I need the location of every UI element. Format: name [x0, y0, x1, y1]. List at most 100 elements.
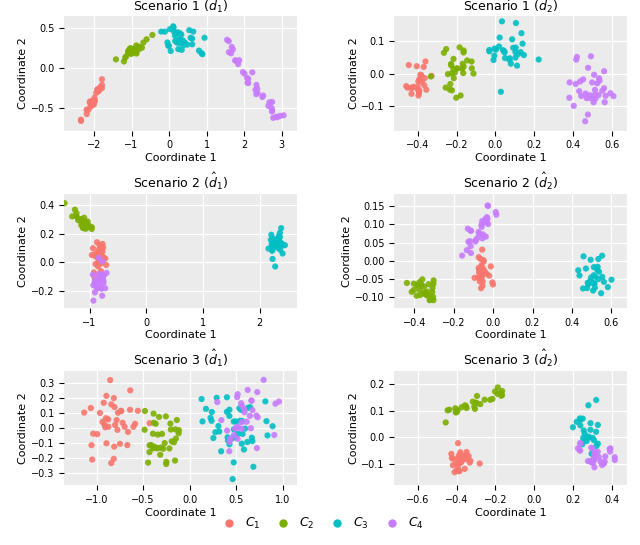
Point	[401, 82, 412, 90]
Point	[86, 97, 96, 106]
Point	[224, 48, 234, 57]
Point	[90, 277, 100, 286]
Point	[120, 422, 130, 431]
Point	[477, 281, 488, 290]
Point	[455, 448, 465, 457]
Point	[489, 51, 499, 60]
Point	[101, 414, 111, 422]
Point	[84, 221, 94, 230]
Point	[510, 53, 520, 62]
Point	[574, 271, 584, 280]
Point	[243, 78, 253, 87]
Point	[475, 277, 485, 286]
Point	[484, 46, 495, 54]
Point	[586, 256, 596, 264]
Point	[460, 451, 470, 460]
Point	[246, 433, 257, 442]
Point	[161, 457, 172, 466]
X-axis label: Coordinate 1: Coordinate 1	[475, 330, 547, 341]
Point	[125, 47, 136, 56]
Point	[414, 278, 424, 287]
Point	[413, 82, 423, 91]
Point	[252, 89, 262, 98]
Point	[77, 217, 88, 226]
Point	[90, 280, 100, 288]
Point	[239, 445, 249, 454]
Point	[197, 50, 207, 58]
Point	[234, 404, 244, 413]
Point	[94, 271, 104, 280]
Point	[156, 443, 166, 452]
Point	[122, 441, 132, 450]
Point	[261, 417, 271, 426]
Point	[518, 39, 528, 48]
Point	[109, 393, 119, 402]
Point	[267, 98, 277, 106]
Point	[458, 62, 468, 71]
Point	[231, 417, 241, 426]
Point	[131, 48, 141, 57]
Point	[477, 234, 488, 243]
Point	[504, 56, 515, 64]
Point	[463, 238, 474, 246]
Point	[212, 393, 222, 402]
Point	[138, 38, 148, 47]
Point	[97, 284, 107, 293]
Point	[267, 241, 277, 250]
Point	[476, 263, 486, 271]
Point	[414, 86, 424, 95]
Point	[116, 407, 126, 415]
Point	[477, 272, 487, 281]
Point	[88, 96, 98, 105]
Point	[252, 444, 262, 452]
Point	[97, 84, 107, 93]
Point	[451, 408, 461, 417]
Point	[516, 29, 527, 38]
Point	[232, 423, 243, 432]
Point	[182, 40, 192, 49]
Point	[79, 219, 89, 228]
Point	[409, 286, 419, 294]
Point	[93, 247, 104, 256]
Point	[263, 101, 273, 110]
Point	[564, 93, 575, 102]
Point	[413, 281, 424, 289]
Point	[88, 281, 99, 289]
Point	[100, 254, 110, 263]
Point	[270, 240, 280, 249]
Point	[233, 429, 243, 438]
Point	[248, 462, 259, 471]
Point	[178, 36, 188, 45]
Point	[275, 112, 285, 120]
Point	[403, 83, 413, 92]
Point	[593, 90, 604, 99]
Point	[79, 220, 90, 229]
Point	[506, 59, 516, 68]
Point	[246, 424, 256, 433]
Point	[465, 242, 476, 251]
Point	[86, 101, 96, 110]
Point	[149, 442, 159, 451]
Point	[407, 83, 417, 92]
Point	[456, 452, 467, 461]
Point	[429, 276, 439, 285]
Point	[605, 447, 615, 456]
Point	[492, 210, 502, 219]
Point	[152, 444, 162, 452]
Point	[479, 395, 490, 404]
Point	[589, 455, 600, 464]
Point	[574, 87, 584, 95]
Point	[90, 97, 100, 106]
Point	[575, 415, 586, 424]
Point	[599, 84, 609, 93]
Point	[444, 405, 454, 414]
Point	[571, 80, 581, 88]
Point	[267, 107, 277, 116]
Point	[116, 407, 126, 415]
Point	[275, 245, 285, 254]
Point	[97, 276, 107, 285]
Point	[571, 55, 581, 64]
Point	[593, 447, 603, 456]
Point	[201, 404, 211, 413]
Point	[223, 433, 233, 441]
